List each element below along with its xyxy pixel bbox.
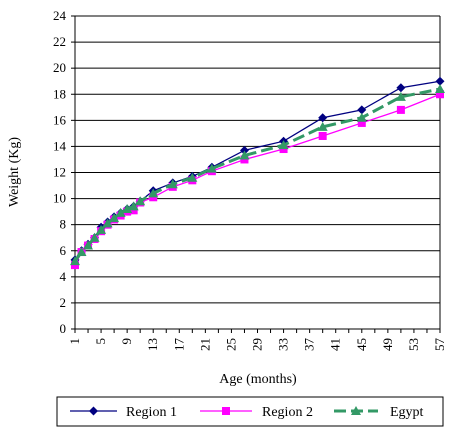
y-tick-label: 12 xyxy=(53,165,66,180)
data-point xyxy=(318,113,328,123)
legend-marker xyxy=(351,406,361,415)
data-point xyxy=(89,232,100,242)
y-tick-label: 6 xyxy=(60,243,67,258)
data-point xyxy=(436,90,444,99)
y-tick-label: 0 xyxy=(60,321,67,336)
data-point xyxy=(128,201,139,211)
data-point xyxy=(356,112,367,122)
legend-item: Region 1 xyxy=(70,405,177,420)
y-tick-label: 24 xyxy=(53,8,67,23)
data-point xyxy=(96,224,107,234)
data-point xyxy=(239,145,249,155)
data-point xyxy=(167,179,178,189)
x-tick-label: 21 xyxy=(197,338,212,351)
x-tick-label: 9 xyxy=(119,338,134,345)
x-tick-label: 13 xyxy=(145,338,160,351)
data-point xyxy=(395,91,406,101)
legend-label: Region 2 xyxy=(262,405,313,420)
series-region-2 xyxy=(71,90,444,270)
y-tick-label: 10 xyxy=(53,191,66,206)
data-point xyxy=(109,213,120,223)
y-tick-label: 4 xyxy=(60,269,67,284)
x-tick-label: 1 xyxy=(67,338,82,345)
data-point xyxy=(357,105,367,115)
x-tick-label: 49 xyxy=(380,338,395,351)
legend: Region 1 Region 2 Egypt xyxy=(56,396,444,427)
y-tick-label: 8 xyxy=(60,217,67,232)
y-tick-label: 20 xyxy=(53,60,66,75)
y-tick-label: 2 xyxy=(60,295,67,310)
data-point xyxy=(83,240,94,250)
data-point xyxy=(435,76,445,86)
legend-item: Region 2 xyxy=(200,405,313,420)
data-point xyxy=(206,163,217,173)
data-point xyxy=(396,105,405,114)
x-tick-label: 33 xyxy=(276,338,291,351)
data-point xyxy=(148,188,159,198)
legend-marker xyxy=(89,406,98,416)
x-axis-title: Age (months) xyxy=(219,372,297,387)
x-tick-label: 57 xyxy=(432,338,447,352)
data-point xyxy=(435,84,445,94)
legend-marker xyxy=(222,407,230,415)
series-group xyxy=(70,76,445,270)
series-egypt xyxy=(70,84,445,266)
data-point xyxy=(70,256,80,266)
x-tick-labels: 1 5 9 13 17 21 25 29 33 37 41 45 49 53 57 xyxy=(67,329,447,351)
y-axis-title: Weight (Kg) xyxy=(7,137,22,207)
x-tick-label: 29 xyxy=(250,338,265,351)
y-tick-label: 18 xyxy=(53,86,66,101)
x-tick-label: 45 xyxy=(354,338,369,351)
data-point xyxy=(357,118,366,127)
y-tick-label: 14 xyxy=(53,138,67,153)
legend-label: Region 1 xyxy=(126,405,177,420)
x-tick-label: 41 xyxy=(328,338,343,351)
data-point xyxy=(239,150,250,160)
gridlines xyxy=(75,15,440,304)
legend-label: Egypt xyxy=(390,405,424,420)
data-point xyxy=(317,121,328,131)
data-point xyxy=(278,140,289,150)
x-tick-label: 5 xyxy=(93,338,108,345)
y-tick-label: 22 xyxy=(53,34,66,49)
data-point xyxy=(135,196,146,206)
data-point xyxy=(76,247,87,257)
series-line xyxy=(74,80,441,261)
data-point xyxy=(396,83,406,93)
legend-item: Egypt xyxy=(334,405,424,420)
data-point xyxy=(122,204,133,214)
x-tick-label: 17 xyxy=(171,338,186,352)
x-tick-label: 53 xyxy=(406,338,421,351)
data-point xyxy=(115,207,126,217)
y-tick-label: 16 xyxy=(53,112,67,127)
data-point xyxy=(318,131,327,140)
data-point xyxy=(102,218,113,228)
x-tick-label: 25 xyxy=(223,338,238,351)
data-point xyxy=(187,172,198,182)
x-tick-label: 37 xyxy=(302,338,317,352)
